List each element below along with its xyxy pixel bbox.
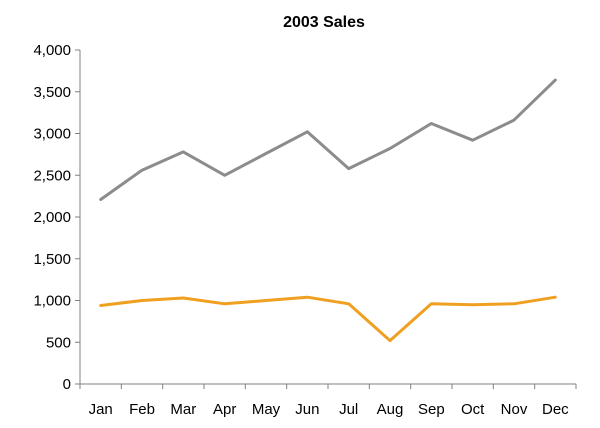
series-line-2 [99, 295, 557, 343]
data-point [389, 340, 391, 342]
x-tick-label: Jun [295, 401, 319, 418]
data-point [100, 198, 102, 200]
x-tick-label: Nov [501, 401, 528, 418]
data-point [182, 151, 184, 153]
x-tick-label: Aug [377, 401, 404, 418]
data-point [554, 296, 556, 298]
x-tick-label: Oct [461, 401, 485, 418]
data-point [265, 153, 267, 155]
data-point [265, 300, 267, 301]
x-tick-label: Apr [213, 401, 236, 418]
data-point [513, 303, 515, 305]
y-tick-label: 500 [46, 334, 71, 351]
x-tick-label: Sep [418, 401, 445, 418]
y-tick-label: 3,500 [33, 84, 71, 101]
data-point [224, 174, 226, 176]
data-point [182, 297, 184, 299]
x-tick-label: Jul [339, 401, 358, 418]
data-point [141, 300, 143, 301]
series-line-1 [99, 78, 557, 201]
x-tick-label: Dec [542, 401, 569, 418]
data-point [389, 148, 391, 150]
series-group [99, 78, 557, 343]
x-axis: Jan Feb Mar Apr May Jun Jul Aug Sep Oct Nov Dec [79, 383, 577, 418]
y-tick-label: 3,000 [33, 126, 71, 143]
chart-title: 2003 Sales [283, 14, 365, 31]
data-point [554, 79, 556, 81]
data-point [430, 303, 432, 305]
data-point [472, 139, 474, 141]
y-tick-label: 2,500 [33, 167, 71, 184]
data-point [306, 131, 308, 133]
data-point [224, 303, 226, 305]
x-tick-label: Jan [89, 401, 113, 418]
x-tick-label: May [252, 401, 281, 418]
data-point [348, 303, 350, 305]
y-tick-label: 4,000 [33, 42, 71, 59]
y-tick-label: 0 [63, 376, 71, 393]
data-point [348, 168, 350, 170]
data-point [141, 169, 143, 171]
y-axis: 0 500 1,000 1,500 2,000 2,500 3,000 3,500 4,000 [33, 42, 81, 393]
y-tick-label: 2,000 [33, 209, 71, 226]
data-point [513, 119, 515, 121]
x-tick-label: Mar [170, 401, 196, 418]
x-tick-label: Feb [129, 401, 155, 418]
data-point [306, 296, 308, 298]
data-point [472, 304, 474, 306]
data-point [430, 122, 432, 124]
data-point [100, 305, 102, 307]
y-tick-label: 1,000 [33, 293, 71, 310]
y-tick-label: 1,500 [33, 251, 71, 268]
